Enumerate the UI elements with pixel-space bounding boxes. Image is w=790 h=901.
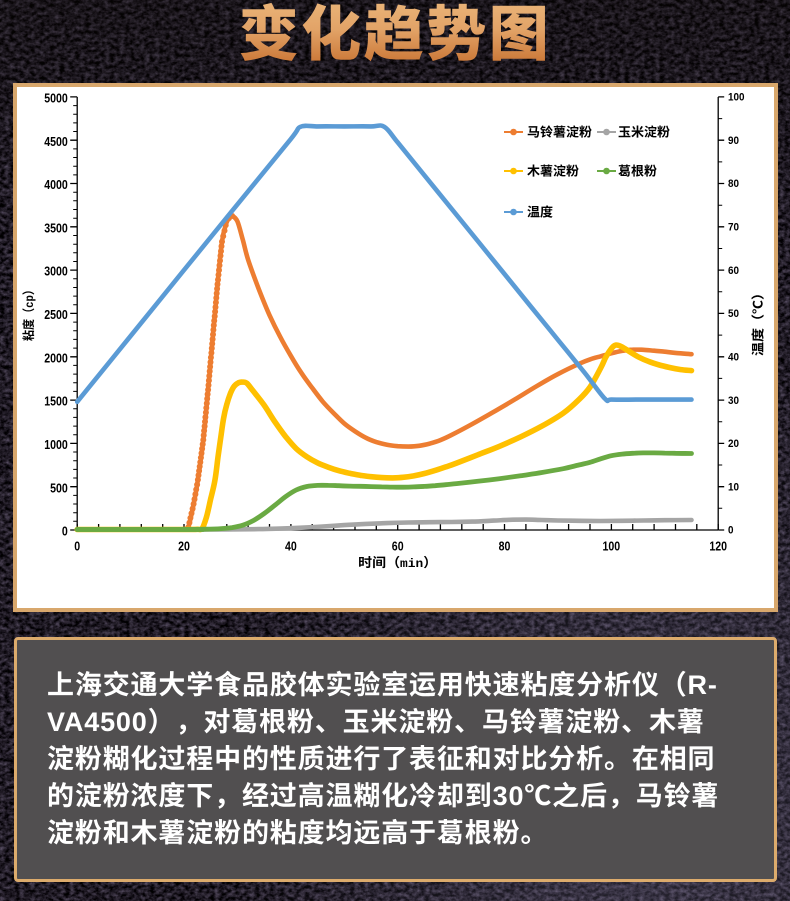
svg-text:90: 90	[728, 135, 739, 147]
svg-text:木薯淀粉: 木薯淀粉	[527, 161, 579, 180]
svg-text:3000: 3000	[44, 264, 68, 279]
svg-text:葛根粉: 葛根粉	[618, 161, 657, 180]
svg-text:30: 30	[728, 395, 739, 407]
svg-text:60: 60	[392, 539, 404, 554]
svg-text:50: 50	[728, 308, 739, 320]
svg-text:1500: 1500	[44, 394, 68, 409]
svg-text:时间（min）: 时间（ min）	[358, 552, 437, 571]
svg-text:70: 70	[728, 222, 739, 234]
svg-text:500: 500	[50, 480, 68, 495]
svg-text:2000: 2000	[44, 350, 68, 365]
svg-text:2500: 2500	[44, 307, 68, 322]
svg-text:100: 100	[728, 92, 745, 104]
svg-text:80: 80	[499, 539, 511, 554]
svg-text:100: 100	[603, 539, 621, 554]
svg-text:20: 20	[728, 438, 739, 450]
svg-text:玉米淀粉: 玉米淀粉	[618, 122, 670, 141]
svg-text:80: 80	[728, 178, 739, 190]
svg-text:4500: 4500	[44, 134, 68, 149]
svg-text:温度: 温度	[527, 202, 553, 221]
svg-text:0: 0	[728, 525, 734, 537]
svg-text:10: 10	[728, 481, 739, 493]
svg-text:1000: 1000	[44, 437, 68, 452]
svg-text:4000: 4000	[44, 177, 68, 192]
svg-text:40: 40	[728, 352, 739, 364]
svg-text:3500: 3500	[44, 220, 68, 235]
svg-text:0: 0	[74, 539, 80, 554]
svg-text:5000: 5000	[44, 91, 68, 106]
svg-text:60: 60	[728, 265, 739, 277]
svg-text:温度（℃）: 温度（℃）	[748, 286, 767, 356]
svg-text:马铃薯淀粉: 马铃薯淀粉	[527, 122, 592, 141]
svg-text:粘度（cp）: 粘度（cp）	[18, 284, 37, 341]
svg-text:120: 120	[709, 539, 727, 554]
svg-text:20: 20	[178, 539, 190, 554]
svg-text:40: 40	[285, 539, 297, 554]
svg-text:0: 0	[62, 524, 68, 539]
